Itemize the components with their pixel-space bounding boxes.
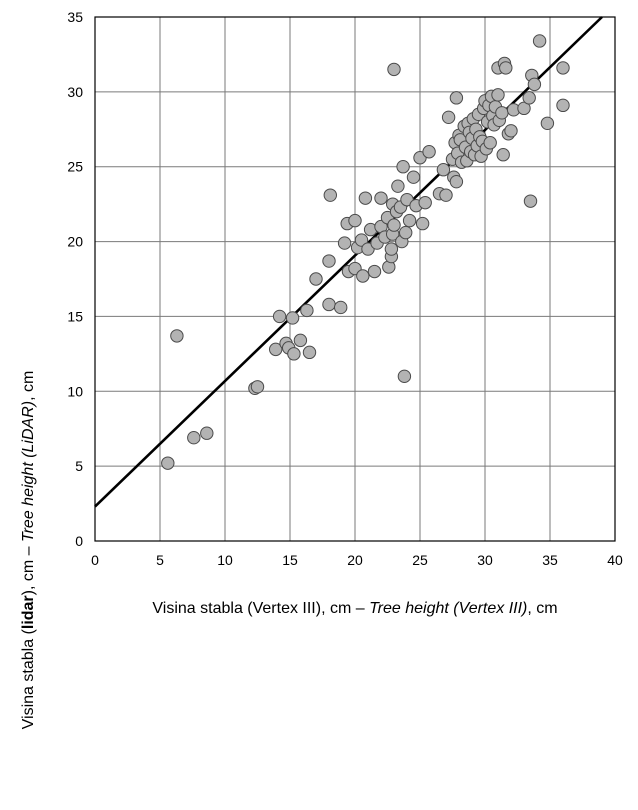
x-tick-label: 15 (282, 552, 298, 568)
data-point (439, 188, 453, 202)
data-point (161, 456, 175, 470)
data-point (532, 34, 547, 48)
data-point (356, 269, 370, 283)
data-point (391, 179, 405, 193)
data-point (387, 62, 401, 77)
data-point (441, 110, 456, 125)
data-point (367, 264, 382, 279)
data-point (287, 347, 301, 361)
y-tick-label: 30 (67, 84, 83, 100)
data-points (161, 34, 570, 470)
y-tick-labels: 0 5 10 15 20 25 30 35 (67, 9, 83, 549)
data-point (334, 300, 348, 315)
data-point (396, 160, 410, 174)
data-point (269, 342, 283, 357)
data-point (418, 195, 432, 210)
data-point (422, 145, 436, 159)
y-tick-label: 25 (67, 159, 83, 175)
data-point (358, 191, 373, 205)
y-tick-label: 20 (67, 234, 83, 250)
x-tick-label: 5 (156, 552, 164, 568)
data-point (348, 213, 362, 228)
x-tick-label: 10 (217, 552, 233, 568)
y-tick-label: 5 (75, 458, 83, 474)
data-point (436, 163, 451, 177)
data-point (170, 329, 184, 343)
data-point (491, 88, 505, 102)
data-point (384, 242, 399, 256)
x-tick-label: 35 (542, 552, 558, 568)
x-tick-label: 30 (477, 552, 493, 568)
x-axis-label: Visina stabla (Vertex III), cm – Tree he… (152, 600, 558, 617)
data-point (495, 106, 509, 120)
x-tick-label: 0 (91, 552, 99, 568)
data-point (272, 309, 287, 324)
x-tick-labels: 0 5 10 15 20 25 30 35 40 (91, 552, 623, 568)
data-point (397, 369, 412, 384)
y-tick-label: 15 (67, 308, 83, 324)
data-point (406, 170, 421, 184)
data-point (309, 272, 323, 286)
data-point (522, 91, 536, 105)
data-point (200, 426, 214, 440)
data-point (556, 98, 570, 113)
x-tick-label: 20 (347, 552, 363, 568)
data-point (540, 116, 555, 130)
x-tick-label: 25 (412, 552, 428, 568)
data-point (556, 61, 570, 75)
data-point (302, 345, 317, 360)
data-point (517, 101, 531, 116)
data-point (504, 124, 518, 138)
data-point (187, 430, 201, 445)
data-point (523, 194, 538, 208)
data-point (399, 225, 413, 240)
regression-line-layer (94, 16, 603, 508)
data-point (374, 191, 388, 205)
data-point (449, 91, 464, 105)
scatter-chart: 0 5 10 15 20 25 30 35 40 0 5 10 15 20 25 30 35 (67, 9, 623, 568)
data-point (499, 61, 513, 75)
data-point (496, 148, 510, 162)
data-point (354, 233, 369, 247)
data-point (402, 213, 417, 228)
data-point (322, 254, 336, 268)
data-point (387, 218, 401, 232)
data-point (293, 333, 308, 348)
data-point (322, 297, 336, 312)
y-axis-label: Visina stabla (lidar), cm – Tree height … (20, 370, 37, 730)
data-point (415, 216, 430, 231)
data-point (337, 236, 352, 250)
data-point (323, 188, 337, 202)
x-tick-label: 40 (607, 552, 623, 568)
data-point (300, 303, 314, 318)
data-point (483, 136, 497, 150)
regression-line (94, 16, 603, 508)
y-tick-label: 10 (67, 383, 83, 399)
data-point (250, 380, 265, 394)
data-point (285, 311, 300, 325)
y-tick-label: 35 (67, 9, 83, 25)
data-point (527, 77, 542, 92)
y-tick-label: 0 (75, 533, 83, 549)
data-point (449, 174, 464, 189)
plot-frame (94, 16, 616, 542)
